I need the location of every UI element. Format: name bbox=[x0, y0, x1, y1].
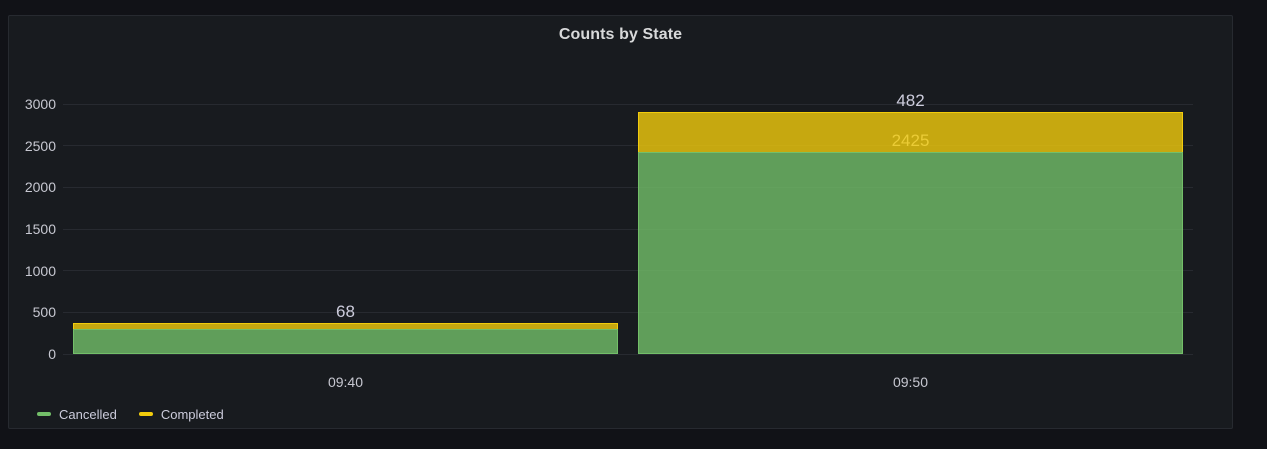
legend-label: Cancelled bbox=[59, 406, 117, 422]
chart-panel: Counts by State 682425482 0 500 1000 1500 20… bbox=[8, 15, 1233, 429]
y-axis-tick-label: 2500 bbox=[24, 137, 56, 154]
gridline bbox=[63, 103, 1193, 105]
y-axis-tick-label: 1500 bbox=[24, 221, 56, 237]
gridline bbox=[63, 270, 1193, 272]
y-axis-tick-label: 3000 bbox=[24, 96, 56, 112]
legend-item-cancelled[interactable]: Cancelled bbox=[37, 407, 117, 422]
panel-header[interactable]: Counts by State bbox=[9, 16, 1232, 54]
bar-segment-completed bbox=[72, 322, 619, 329]
bar-value-label: 68 bbox=[336, 301, 355, 321]
gridline bbox=[63, 186, 1193, 188]
y-axis-tick-label: 0 bbox=[48, 346, 56, 362]
y-axis-tick-label: 500 bbox=[32, 304, 56, 321]
gridline bbox=[63, 228, 1193, 230]
panel-title[interactable]: Counts by State bbox=[558, 26, 683, 43]
bar-segment-cancelled bbox=[637, 151, 1184, 354]
gridline bbox=[63, 353, 1193, 355]
legend-label: Completed bbox=[160, 406, 224, 422]
y-axis-tick-label: 2000 bbox=[24, 179, 56, 196]
legend-swatch-icon bbox=[37, 412, 51, 416]
y-axis-tick-label: 1000 bbox=[24, 262, 56, 279]
bar-segment-completed bbox=[637, 111, 1184, 152]
gridline bbox=[63, 145, 1193, 147]
plot-area: 682425482 bbox=[63, 92, 1193, 355]
bar-segment-cancelled bbox=[72, 328, 619, 354]
gridline bbox=[63, 311, 1193, 313]
x-axis-tick-label: 09:40 bbox=[327, 374, 364, 390]
bar-value-label: 482 bbox=[896, 90, 925, 110]
x-axis-tick-label: 09:50 bbox=[892, 374, 929, 390]
legend-item-completed[interactable]: Completed bbox=[138, 406, 224, 422]
legend: Cancelled Completed bbox=[37, 405, 224, 423]
legend-swatch-icon bbox=[138, 412, 153, 416]
